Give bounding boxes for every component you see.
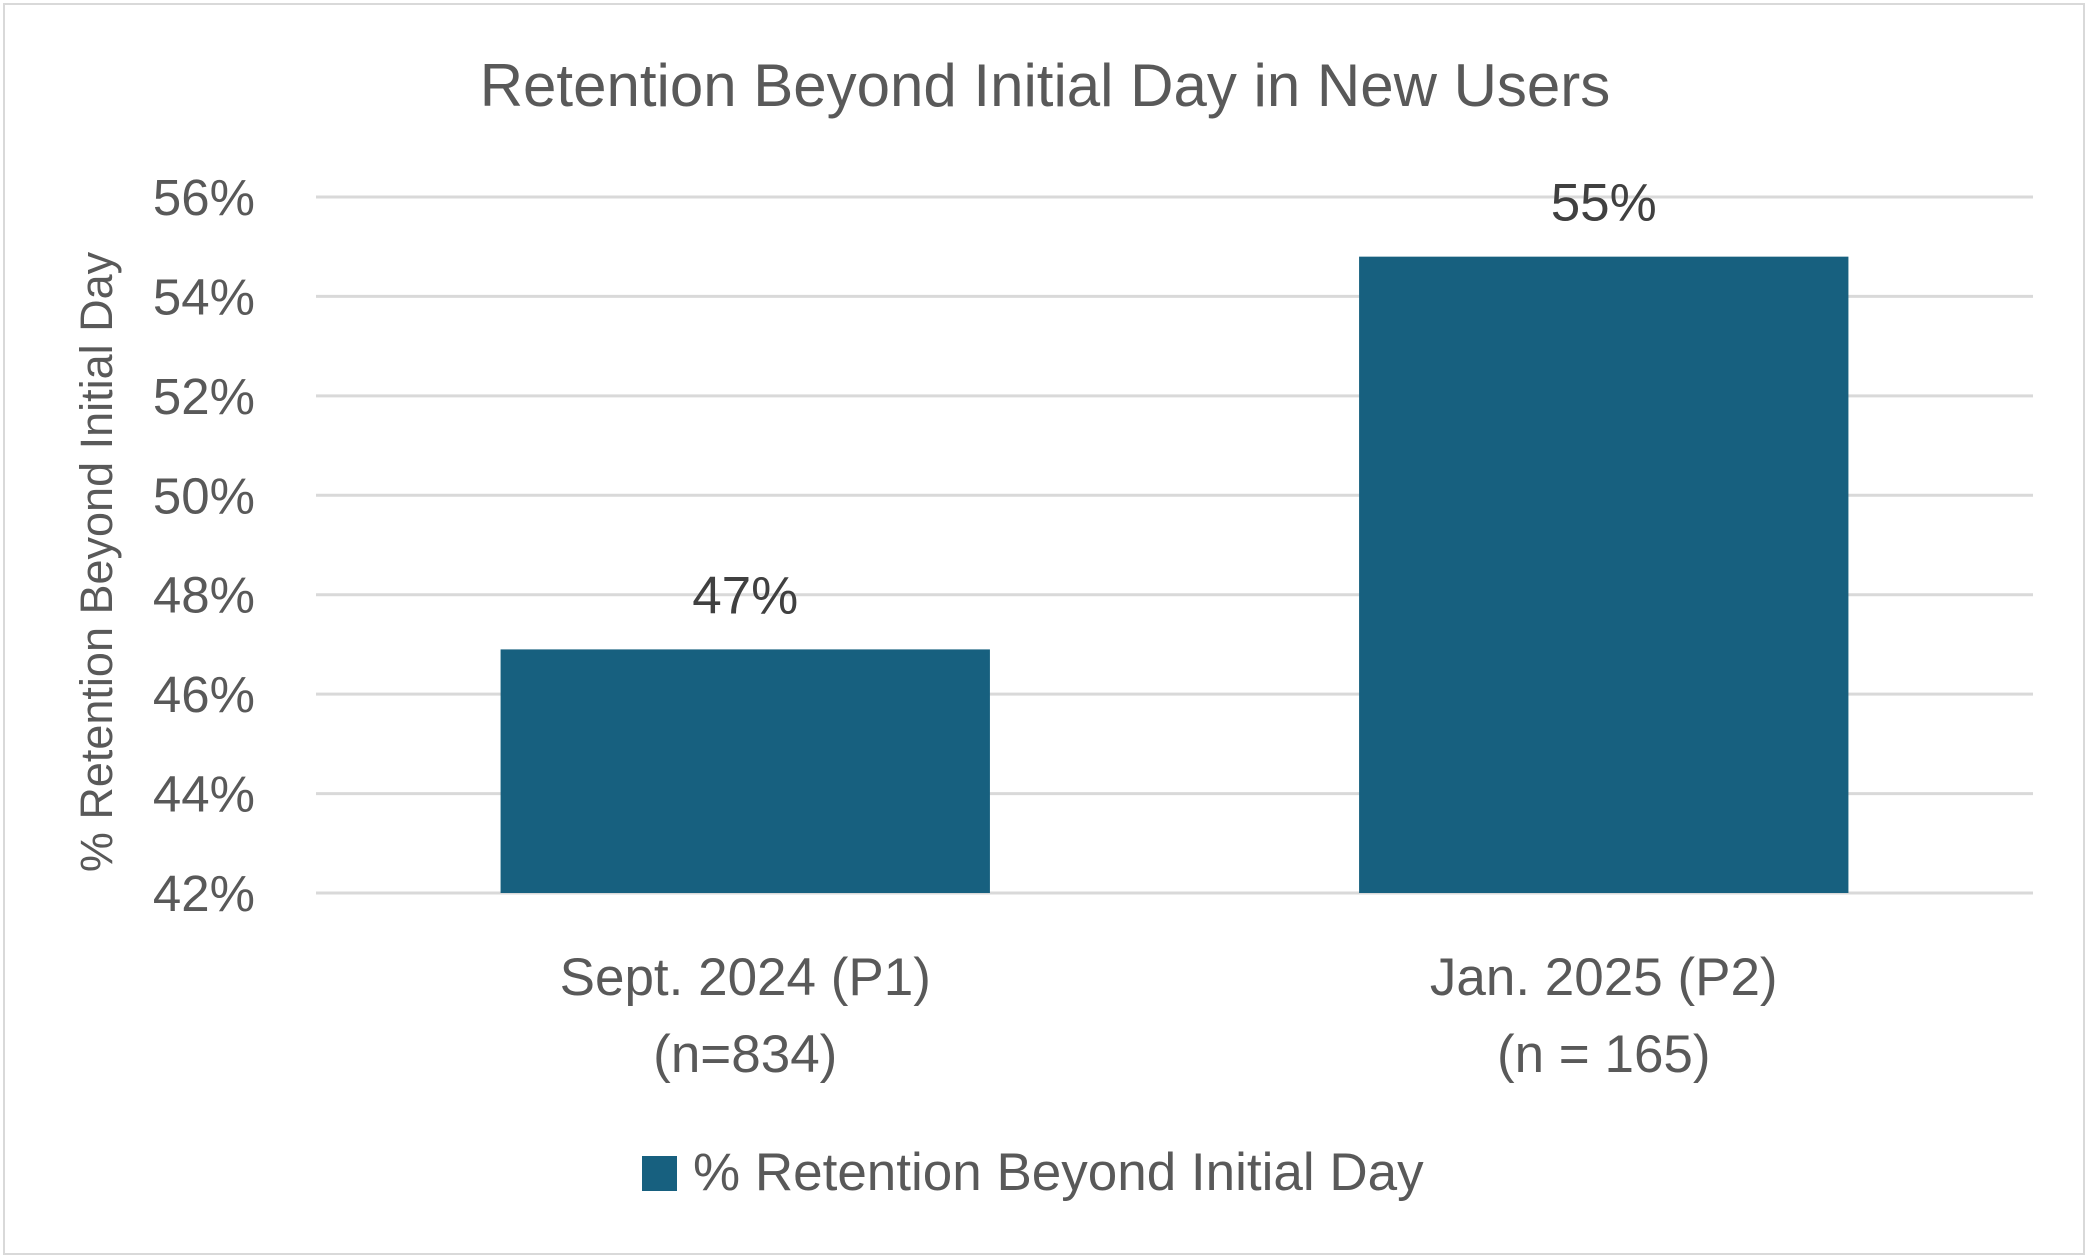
bar xyxy=(1359,256,1849,894)
y-axis-title: % Retention Beyond Initial Day xyxy=(71,251,122,872)
data-labels: 47% 55% xyxy=(692,174,1657,626)
x-category-label: (n=834) xyxy=(653,1025,837,1084)
data-label: 55% xyxy=(1551,174,1657,233)
x-category-label: Jan. 2025 (P2) xyxy=(1430,948,1778,1007)
chart-title: Retention Beyond Initial Day in New User… xyxy=(480,52,1611,119)
y-tick-label: 44% xyxy=(153,766,255,823)
legend: % Retention Beyond Initial Day xyxy=(642,1143,1424,1202)
y-tick-label: 48% xyxy=(153,567,255,624)
bars xyxy=(500,256,1849,894)
bar xyxy=(500,649,990,893)
y-tick-label: 42% xyxy=(153,865,255,922)
x-category-label: Sept. 2024 (P1) xyxy=(560,948,931,1007)
x-axis-categories: Sept. 2024 (P1) (n=834) Jan. 2025 (P2) (n =… xyxy=(560,948,1778,1084)
data-label: 47% xyxy=(692,566,798,625)
legend-label: % Retention Beyond Initial Day xyxy=(693,1143,1424,1202)
x-category-label: (n = 165) xyxy=(1497,1025,1711,1084)
legend-swatch xyxy=(642,1156,677,1191)
y-tick-label: 54% xyxy=(153,268,255,325)
y-tick-label: 56% xyxy=(153,169,255,226)
y-tick-label: 50% xyxy=(153,467,255,524)
y-tick-label: 52% xyxy=(153,368,255,425)
y-axis-ticks: 42% 44% 46% 48% 50% 52% 54% 56% xyxy=(153,169,255,922)
y-tick-label: 46% xyxy=(153,666,255,723)
